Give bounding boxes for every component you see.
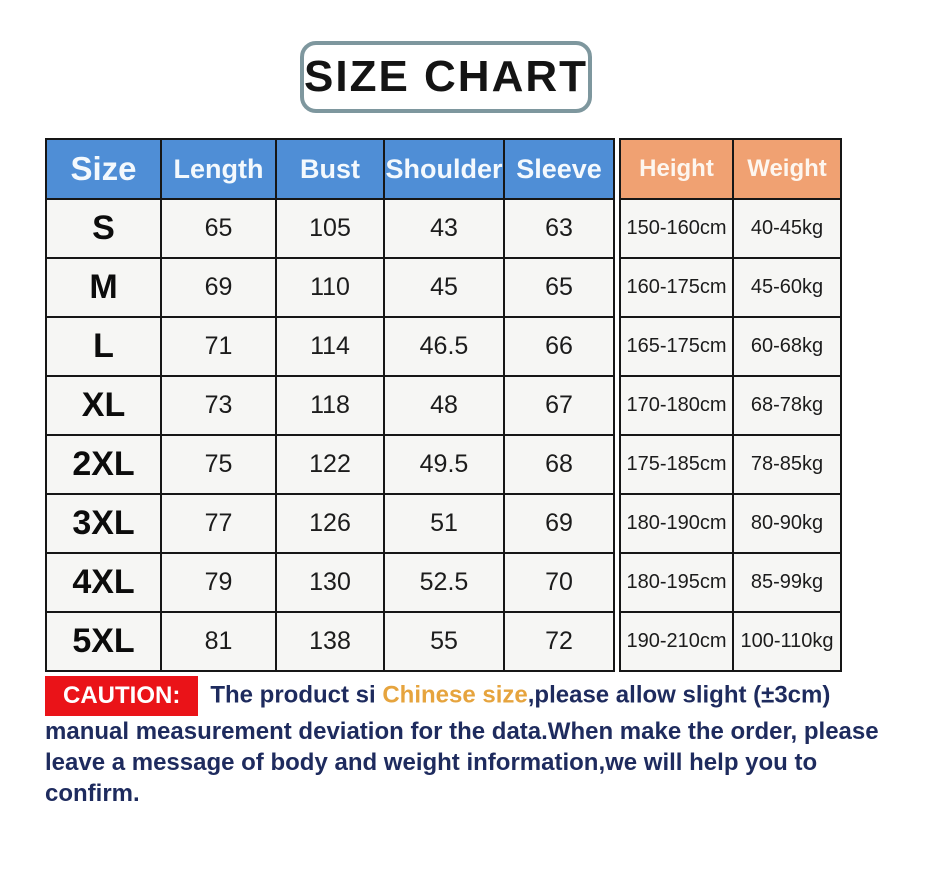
table-row: 3XL 77 126 51 69 — [45, 493, 615, 554]
table-row: 175-185cm 78-85kg — [619, 434, 842, 495]
length-value: 75 — [160, 434, 277, 495]
sleeve-value: 70 — [503, 552, 615, 613]
bust-value: 118 — [275, 375, 385, 436]
sleeve-value: 66 — [503, 316, 615, 377]
caution-badge: CAUTION: — [45, 676, 199, 716]
height-value: 170-180cm — [619, 375, 734, 436]
caution-text-before: The product si — [210, 681, 383, 709]
bust-value: 110 — [275, 257, 385, 318]
col-header-bust: Bust — [275, 138, 385, 200]
size-label: 5XL — [45, 611, 162, 672]
table-row: 2XL 75 122 49.5 68 — [45, 434, 615, 495]
shoulder-value: 46.5 — [383, 316, 505, 377]
header-row: Size Length Bust Shoulder Sleeve — [45, 138, 615, 200]
weight-value: 60-68kg — [732, 316, 842, 377]
length-value: 69 — [160, 257, 277, 318]
weight-value: 85-99kg — [732, 552, 842, 613]
height-value: 180-195cm — [619, 552, 734, 613]
col-header-height: Height — [619, 138, 734, 200]
length-value: 65 — [160, 198, 277, 259]
length-value: 79 — [160, 552, 277, 613]
sleeve-value: 65 — [503, 257, 615, 318]
height-value: 175-185cm — [619, 434, 734, 495]
page-title: SIZE CHART — [304, 52, 588, 101]
table-row: XL 73 118 48 67 — [45, 375, 615, 436]
title-box: SIZE CHART — [300, 41, 592, 113]
height-value: 160-175cm — [619, 257, 734, 318]
table-row: 180-190cm 80-90kg — [619, 493, 842, 554]
shoulder-value: 52.5 — [383, 552, 505, 613]
table-row: 160-175cm 45-60kg — [619, 257, 842, 318]
table-row: 170-180cm 68-78kg — [619, 375, 842, 436]
caution-section: CAUTION: The product si Chinese size,plea… — [45, 676, 903, 809]
size-label: S — [45, 198, 162, 259]
shoulder-value: 43 — [383, 198, 505, 259]
shoulder-value: 51 — [383, 493, 505, 554]
size-label: L — [45, 316, 162, 377]
bust-value: 138 — [275, 611, 385, 672]
bust-value: 130 — [275, 552, 385, 613]
size-measurements-table: Size Length Bust Shoulder Sleeve S 65 10… — [45, 138, 615, 672]
caution-highlight: Chinese size — [382, 681, 528, 709]
weight-value: 45-60kg — [732, 257, 842, 318]
caution-text-after: ,please allow slight (±3cm) manual measu… — [45, 681, 879, 807]
length-value: 81 — [160, 611, 277, 672]
col-header-sleeve: Sleeve — [503, 138, 615, 200]
table-row: 180-195cm 85-99kg — [619, 552, 842, 613]
height-value: 150-160cm — [619, 198, 734, 259]
height-value: 165-175cm — [619, 316, 734, 377]
shoulder-value: 48 — [383, 375, 505, 436]
size-label: M — [45, 257, 162, 318]
table-row: 150-160cm 40-45kg — [619, 198, 842, 259]
shoulder-value: 49.5 — [383, 434, 505, 495]
col-header-shoulder: Shoulder — [383, 138, 505, 200]
bust-value: 114 — [275, 316, 385, 377]
height-value: 190-210cm — [619, 611, 734, 672]
sleeve-value: 72 — [503, 611, 615, 672]
length-value: 71 — [160, 316, 277, 377]
height-value: 180-190cm — [619, 493, 734, 554]
sleeve-value: 63 — [503, 198, 615, 259]
shoulder-value: 45 — [383, 257, 505, 318]
size-label: 3XL — [45, 493, 162, 554]
size-chart-tables: Size Length Bust Shoulder Sleeve S 65 10… — [45, 138, 842, 672]
sleeve-value: 68 — [503, 434, 615, 495]
shoulder-value: 55 — [383, 611, 505, 672]
table-row: L 71 114 46.5 66 — [45, 316, 615, 377]
col-header-weight: Weight — [732, 138, 842, 200]
col-header-size: Size — [45, 138, 162, 200]
table-row: 4XL 79 130 52.5 70 — [45, 552, 615, 613]
length-value: 77 — [160, 493, 277, 554]
sleeve-value: 69 — [503, 493, 615, 554]
bust-value: 105 — [275, 198, 385, 259]
table-row: 190-210cm 100-110kg — [619, 611, 842, 672]
col-header-length: Length — [160, 138, 277, 200]
weight-value: 78-85kg — [732, 434, 842, 495]
size-label: 4XL — [45, 552, 162, 613]
height-weight-table: Height Weight 150-160cm 40-45kg 160-175c… — [619, 138, 842, 672]
header-row: Height Weight — [619, 138, 842, 200]
weight-value: 68-78kg — [732, 375, 842, 436]
bust-value: 122 — [275, 434, 385, 495]
table-row: M 69 110 45 65 — [45, 257, 615, 318]
sleeve-value: 67 — [503, 375, 615, 436]
size-label: XL — [45, 375, 162, 436]
length-value: 73 — [160, 375, 277, 436]
table-row: 5XL 81 138 55 72 — [45, 611, 615, 672]
weight-value: 40-45kg — [732, 198, 842, 259]
bust-value: 126 — [275, 493, 385, 554]
table-row: 165-175cm 60-68kg — [619, 316, 842, 377]
size-label: 2XL — [45, 434, 162, 495]
weight-value: 80-90kg — [732, 493, 842, 554]
table-row: S 65 105 43 63 — [45, 198, 615, 259]
weight-value: 100-110kg — [732, 611, 842, 672]
